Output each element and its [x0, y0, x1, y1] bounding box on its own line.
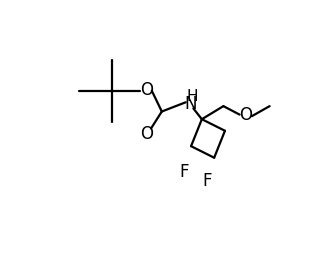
Text: H: H [186, 89, 197, 104]
Text: F: F [202, 172, 212, 190]
Text: O: O [140, 125, 153, 143]
Text: F: F [179, 163, 189, 181]
Text: N: N [184, 95, 196, 113]
Text: O: O [239, 106, 252, 124]
Text: O: O [140, 81, 153, 99]
